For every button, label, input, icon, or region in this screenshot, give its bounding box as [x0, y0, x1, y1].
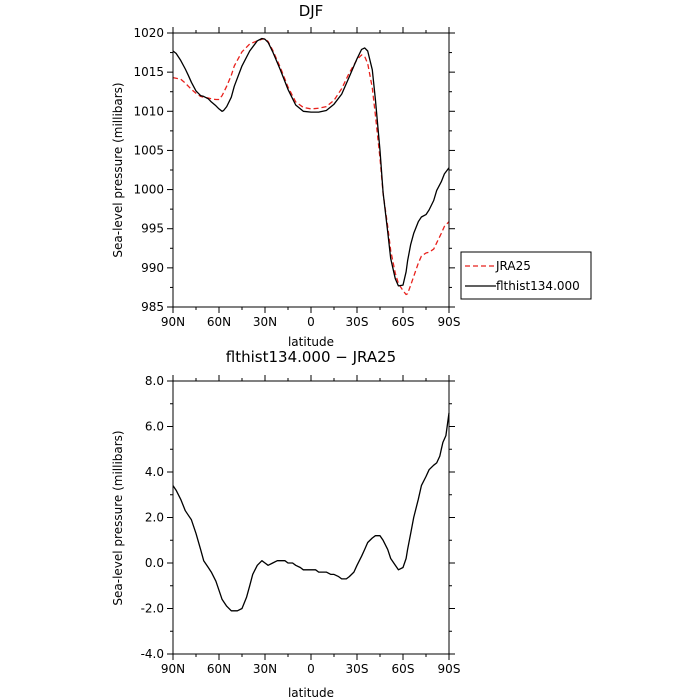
top-chart-xlabel: latitude	[288, 335, 334, 349]
top-xtick-label: 90N	[161, 315, 185, 329]
bottom-ytick-label: -2.0	[141, 602, 164, 616]
bottom-series-line-0	[172, 412, 450, 612]
bottom-ytick-label: 8.0	[145, 374, 164, 388]
top-series-line-jra25	[172, 37, 450, 296]
top-ytick-label: 1020	[133, 26, 164, 40]
top-chart-tick-labels: 985 990 995 1000 1005 1010 1015 1020 90N 60N 30N 0 3…	[133, 26, 460, 329]
bottom-chart-series	[172, 412, 450, 612]
top-series-line-flthist134-000	[172, 37, 450, 287]
top-ytick-label: 985	[141, 300, 164, 314]
top-ytick-label: 990	[141, 261, 164, 275]
top-xtick-label: 30S	[346, 315, 369, 329]
top-xtick-label: 30N	[253, 315, 277, 329]
bottom-xtick-label: 60N	[207, 662, 231, 676]
legend-label-flthist: flthist134.000	[496, 279, 580, 293]
top-ytick-label: 1010	[133, 104, 164, 118]
bottom-chart-frame	[172, 380, 450, 655]
top-chart-ylabel: Sea-level pressure (millibars)	[111, 82, 125, 257]
legend-box	[460, 251, 592, 300]
bottom-ytick-label: 4.0	[145, 465, 164, 479]
top-chart-legend: JRA25 flthist134.000	[460, 251, 592, 300]
top-xtick-label: 0	[307, 315, 315, 329]
bottom-chart-panel: flthist134.000 − JRA25 latitude Sea-leve…	[111, 348, 460, 700]
top-ytick-label: 1005	[133, 143, 164, 157]
top-xtick-label: 60S	[392, 315, 415, 329]
bottom-ytick-label: -4.0	[141, 647, 164, 661]
top-xtick-label: 90S	[438, 315, 461, 329]
bottom-chart-ylabel: Sea-level pressure (millibars)	[111, 430, 125, 605]
top-ytick-label: 1015	[133, 65, 164, 79]
top-chart-ticks	[167, 27, 455, 313]
bottom-ytick-label: 6.0	[145, 420, 164, 434]
top-chart-title: DJF	[299, 2, 324, 20]
bottom-xtick-label: 30S	[346, 662, 369, 676]
top-ytick-label: 995	[141, 222, 164, 236]
bottom-xtick-label: 0	[307, 662, 315, 676]
bottom-chart-title: flthist134.000 − JRA25	[226, 348, 396, 366]
bottom-ytick-label: 2.0	[145, 511, 164, 525]
bottom-xtick-label: 60S	[392, 662, 415, 676]
top-chart-series	[172, 37, 450, 296]
top-chart-panel: DJF latitude Sea-level pressure (milliba…	[111, 2, 592, 349]
bottom-xtick-label: 90N	[161, 662, 185, 676]
bottom-xtick-label: 90S	[438, 662, 461, 676]
bottom-ytick-label: 0.0	[145, 556, 164, 570]
bottom-chart-xlabel: latitude	[288, 686, 334, 700]
bottom-xtick-label: 30N	[253, 662, 277, 676]
top-chart-frame	[172, 32, 450, 308]
bottom-chart-tick-labels: -4.0 -2.0 0.0 2.0 4.0 6.0 8.0 90N 60N 30N 0 30S 60S 9…	[141, 374, 461, 676]
top-xtick-label: 60N	[207, 315, 231, 329]
bottom-chart-ticks	[167, 375, 455, 660]
top-ytick-label: 1000	[133, 183, 164, 197]
legend-label-jra25: JRA25	[495, 259, 531, 273]
